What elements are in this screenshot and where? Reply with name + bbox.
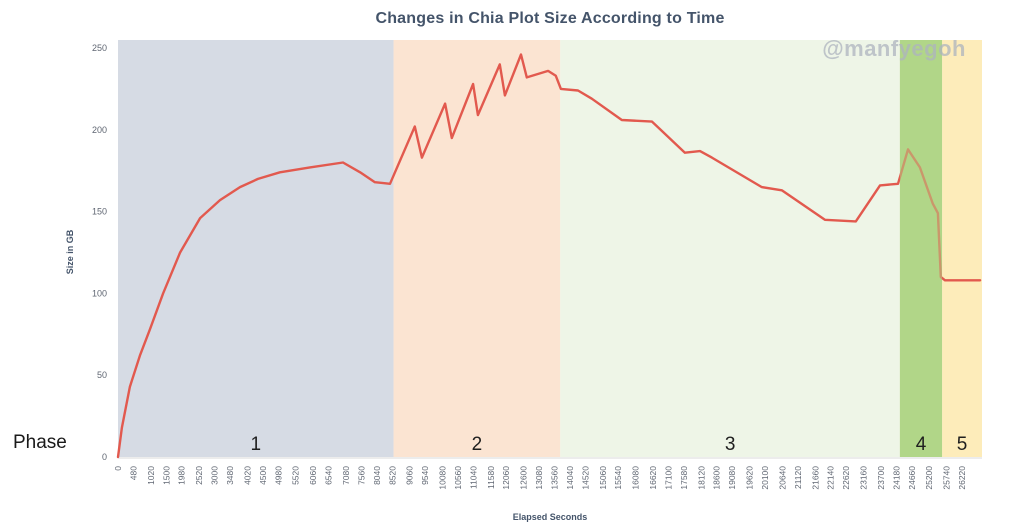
x-tick-label: 20640: [777, 466, 787, 490]
x-tick-label: 12060: [501, 466, 511, 490]
x-tick-label: 23700: [876, 466, 886, 490]
x-tick-label: 1500: [161, 466, 171, 485]
x-tick-label: 13560: [550, 466, 560, 490]
x-tick-label: 4020: [242, 466, 252, 485]
y-tick-label: 0: [102, 452, 107, 462]
phase4-tint-overlay: [899, 40, 943, 457]
y-axis-title: Size in GB: [65, 229, 75, 274]
phase4-overlay: [899, 40, 943, 457]
phase-bands: [118, 40, 982, 459]
x-tick-label: 9540: [420, 466, 430, 485]
x-axis-tick-labels: 0 480 1020 1500 1980 2520 3000 3480 4020 4500 4980…: [113, 466, 967, 490]
x-tick-label: 13080: [534, 466, 544, 490]
x-tick-label: 1020: [146, 466, 156, 485]
phase-band-label-5: 5: [957, 434, 968, 455]
x-tick-label: 24660: [907, 466, 917, 490]
x-tick-label: 11580: [486, 466, 496, 489]
x-tick-label: 7560: [356, 466, 366, 485]
x-tick-label: 18120: [696, 466, 706, 490]
phase-band-label-2: 2: [472, 434, 483, 455]
x-tick-label: 14040: [565, 466, 575, 490]
x-tick-label: 22140: [826, 466, 836, 490]
x-tick-label: 1980: [177, 466, 187, 485]
x-axis-title: Elapsed Seconds: [513, 512, 588, 522]
y-tick-label: 200: [92, 125, 107, 135]
x-tick-label: 20100: [760, 466, 770, 490]
x-tick-label: 19080: [727, 466, 737, 490]
x-tick-label: 9060: [405, 466, 415, 485]
chart-title: Changes in Chia Plot Size According to T…: [375, 10, 725, 27]
phase-band-label-3: 3: [725, 434, 736, 455]
phase-band-label-1: 1: [250, 434, 261, 455]
phase-axis-label: Phase: [13, 432, 67, 453]
x-tick-label: 12600: [519, 466, 529, 490]
x-tick-label: 7080: [341, 466, 351, 485]
phase-band-3: [560, 40, 900, 457]
x-tick-label: 21660: [810, 466, 820, 490]
x-tick-label: 4980: [273, 466, 283, 485]
x-tick-label: 16080: [631, 466, 641, 490]
x-tick-label: 23160: [859, 466, 869, 490]
x-tick-label: 6060: [308, 466, 318, 485]
phase-band-labels: 1 2 3 4 5: [250, 434, 967, 455]
x-tick-label: 16620: [648, 466, 658, 490]
x-tick-label: 15060: [598, 466, 608, 490]
phase-band-label-4: 4: [916, 434, 927, 455]
size-line: [116, 53, 982, 459]
x-tick-label: 24180: [891, 466, 901, 490]
x-tick-label: 19620: [745, 466, 755, 490]
y-axis-tick-labels: 0 50 100 150 200 250: [92, 43, 107, 462]
phase-band-1: [118, 40, 394, 457]
plot-size-line: [116, 53, 982, 459]
x-tick-label: 0: [113, 466, 123, 471]
x-tick-label: 6540: [324, 466, 334, 485]
x-tick-label: 21120: [793, 466, 803, 489]
x-tick-label: 26220: [957, 466, 967, 490]
x-tick-label: 17580: [679, 466, 689, 490]
x-tick-label: 25200: [924, 466, 934, 490]
x-tick-label: 10080: [438, 466, 448, 490]
y-tick-label: 50: [97, 370, 107, 380]
x-tick-label: 8040: [372, 466, 382, 485]
x-tick-label: 22620: [841, 466, 851, 490]
x-tick-label: 15540: [613, 466, 623, 490]
y-tick-label: 250: [92, 43, 107, 53]
x-tick-label: 8520: [387, 466, 397, 485]
x-tick-label: 3000: [210, 466, 220, 485]
x-tick-label: 11040: [468, 466, 478, 489]
phase-band-5: [942, 40, 982, 457]
x-tick-label: 2520: [194, 466, 204, 485]
x-tick-label: 5520: [291, 466, 301, 485]
x-tick-label: 3480: [225, 466, 235, 485]
x-tick-label: 14520: [580, 466, 590, 490]
y-tick-label: 150: [92, 207, 107, 217]
watermark: @manfyegoh: [822, 36, 966, 61]
x-tick-label: 25740: [942, 466, 952, 490]
x-tick-label: 18600: [712, 466, 722, 490]
x-tick-label: 10560: [453, 466, 463, 490]
x-tick-label: 17100: [664, 466, 674, 490]
x-tick-label: 4500: [258, 466, 268, 485]
y-tick-label: 100: [92, 288, 107, 298]
x-tick-label: 480: [129, 466, 139, 480]
